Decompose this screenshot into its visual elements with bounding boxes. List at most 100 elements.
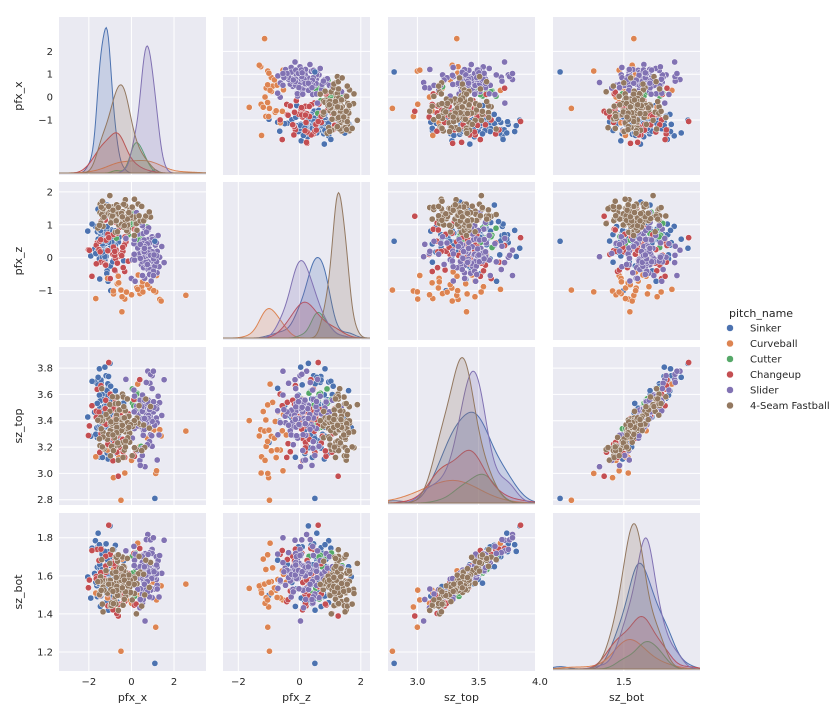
scatter-point bbox=[86, 422, 93, 430]
scatter-point bbox=[345, 102, 353, 109]
scatter-point bbox=[125, 580, 133, 587]
scatter-point bbox=[96, 449, 104, 456]
scatter-point bbox=[465, 245, 472, 252]
scatter-point bbox=[478, 192, 485, 199]
scatter-point bbox=[411, 107, 419, 115]
scatter-point bbox=[105, 373, 112, 380]
scatter-point bbox=[105, 234, 113, 242]
scatter-point bbox=[644, 416, 652, 423]
scatter-point bbox=[316, 392, 324, 400]
scatter-point bbox=[133, 226, 141, 234]
scatter-point bbox=[623, 261, 630, 268]
scatter-point bbox=[97, 586, 105, 594]
scatter-point bbox=[114, 607, 122, 614]
scatter-point bbox=[463, 129, 471, 137]
scatter-point bbox=[88, 402, 96, 410]
scatter-point bbox=[266, 647, 273, 655]
scatter-point bbox=[628, 438, 636, 446]
scatter-point bbox=[480, 225, 488, 233]
scatter-point bbox=[130, 250, 138, 258]
scatter-point bbox=[136, 545, 144, 552]
scatter-point bbox=[645, 283, 653, 291]
scatter-point bbox=[332, 395, 339, 403]
scatter-point bbox=[128, 596, 136, 604]
scatter-point bbox=[313, 574, 321, 582]
scatter-point bbox=[449, 277, 457, 285]
scatter-point bbox=[616, 240, 623, 248]
scatter-point bbox=[435, 284, 442, 292]
scatter-point bbox=[492, 258, 500, 266]
scatter-point bbox=[160, 376, 168, 384]
scatter-point bbox=[118, 308, 126, 316]
scatter-point bbox=[435, 250, 443, 258]
scatter-point bbox=[143, 228, 150, 236]
scatter-point bbox=[485, 206, 492, 214]
panel-pfx_x-vs-sz_top bbox=[388, 17, 535, 175]
scatter-point bbox=[335, 402, 342, 410]
scatter-point bbox=[119, 264, 127, 271]
scatter-point bbox=[503, 129, 511, 137]
scatter-point bbox=[671, 259, 678, 266]
scatter-point bbox=[483, 215, 491, 223]
scatter-point bbox=[340, 113, 348, 121]
scatter-point bbox=[626, 103, 634, 111]
scatter-point bbox=[120, 576, 128, 584]
scatter-point bbox=[337, 416, 345, 423]
scatter-point bbox=[148, 432, 156, 440]
scatter-point bbox=[556, 495, 564, 502]
scatter-point bbox=[136, 596, 144, 603]
scatter-point bbox=[299, 447, 307, 454]
scatter-point bbox=[298, 536, 306, 544]
panel-sz_bot-vs-sz_top bbox=[388, 513, 535, 671]
scatter-point bbox=[463, 290, 471, 298]
scatter-point bbox=[485, 65, 493, 72]
scatter-point bbox=[96, 435, 103, 443]
scatter-point bbox=[128, 452, 136, 460]
scatter-point bbox=[142, 395, 150, 403]
scatter-point bbox=[659, 385, 666, 392]
scatter-point bbox=[343, 596, 351, 604]
scatter-point bbox=[657, 253, 664, 261]
scatter-point bbox=[340, 431, 348, 439]
scatter-point bbox=[348, 600, 356, 608]
scatter-point bbox=[96, 275, 104, 283]
scatter-point bbox=[505, 546, 512, 553]
scatter-point bbox=[611, 197, 619, 205]
scatter-point bbox=[153, 467, 160, 475]
scatter-point bbox=[631, 209, 638, 216]
scatter-point bbox=[390, 68, 398, 76]
scatter-point bbox=[617, 137, 625, 145]
scatter-point bbox=[606, 237, 613, 245]
scatter-point bbox=[322, 398, 330, 406]
scatter-point bbox=[634, 101, 641, 109]
scatter-point bbox=[302, 111, 309, 119]
scatter-point bbox=[114, 472, 122, 480]
scatter-point bbox=[479, 130, 486, 138]
scatter-point bbox=[279, 391, 287, 399]
scatter-point bbox=[438, 216, 446, 224]
scatter-point bbox=[122, 235, 130, 242]
scatter-point bbox=[102, 261, 110, 269]
scatter-point bbox=[309, 543, 316, 550]
scatter-point bbox=[314, 99, 321, 107]
scatter-point bbox=[323, 385, 331, 393]
scatter-point bbox=[653, 385, 660, 393]
scatter-point bbox=[302, 456, 309, 464]
panel-sz_top-vs-pfx_z bbox=[223, 347, 370, 505]
scatter-point bbox=[313, 529, 321, 537]
scatter-point bbox=[332, 454, 339, 461]
scatter-point bbox=[516, 244, 524, 252]
scatter-point bbox=[460, 248, 468, 255]
scatter-point bbox=[109, 588, 117, 595]
scatter-point bbox=[492, 211, 500, 218]
scatter-point bbox=[458, 266, 466, 273]
scatter-point bbox=[644, 104, 652, 112]
scatter-point bbox=[316, 90, 324, 98]
scatter-point bbox=[637, 210, 645, 217]
scatter-point bbox=[504, 118, 511, 126]
scatter-point bbox=[642, 403, 650, 411]
scatter-point bbox=[109, 393, 116, 401]
scatter-point bbox=[606, 107, 613, 115]
scatter-point bbox=[153, 456, 161, 464]
scatter-point bbox=[479, 204, 486, 211]
